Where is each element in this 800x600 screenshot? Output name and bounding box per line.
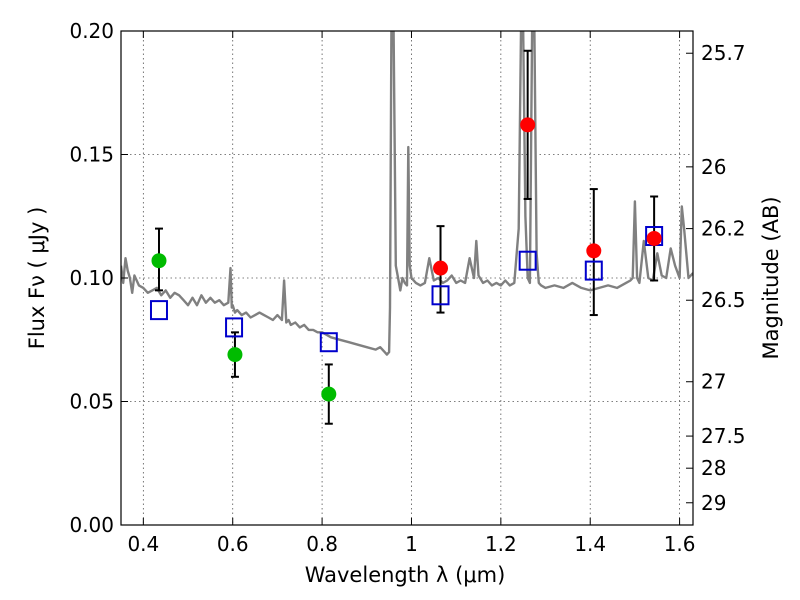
tick-labels: 0.4 0.6 0.8 1 1.2 1.4 1.6 0.00 0.05 0.10 0.15 0.20 2… (69, 19, 745, 556)
data-point (433, 260, 449, 276)
data-point (520, 117, 536, 133)
x-tick-label: 1.2 (485, 532, 517, 556)
y2-axis-title: Magnitude (AB) (759, 196, 783, 359)
x-tick-label: 0.8 (306, 532, 338, 556)
y-axis-title: Flux Fν ( μJy ) (25, 207, 49, 350)
model-square (149, 300, 168, 321)
model-square (584, 260, 603, 281)
x-tick-label: 1.4 (574, 532, 606, 556)
ticks (121, 30, 693, 526)
x-tick-label: 0.6 (217, 532, 249, 556)
right-axis-label: Magnitude (AB) (759, 196, 783, 359)
right-tick-label: 27 (701, 370, 726, 394)
y-tick-label: 0.10 (69, 266, 114, 290)
data-point (227, 347, 243, 363)
right-tick-label: 28 (701, 456, 726, 480)
x-tick-label: 1.6 (664, 532, 696, 556)
x-tick-label: 0.4 (127, 532, 159, 556)
model-square (319, 332, 338, 353)
data-point (646, 230, 662, 246)
model-square (225, 317, 244, 338)
y-tick-label: 0.05 (69, 390, 114, 414)
right-tick-label: 26 (701, 155, 726, 179)
data-point (151, 253, 167, 269)
right-tick-label: 26.5 (701, 288, 746, 312)
data-point (321, 386, 337, 402)
right-tick-label: 25.7 (701, 41, 746, 65)
right-tick-label: 27.5 (701, 424, 746, 448)
spectrum-line (121, 31, 693, 356)
y-tick-label: 0.20 (69, 19, 114, 43)
points-layer (149, 49, 664, 425)
spectrum-layer (121, 31, 693, 356)
x-axis-title: Wavelength λ (μm) (305, 563, 506, 587)
model-square (431, 285, 450, 306)
y-axis-label: Flux Fν ( μJy ) (25, 207, 49, 350)
y-tick-label: 0.00 (69, 513, 114, 537)
y-tick-label: 0.15 (69, 143, 114, 167)
right-tick-label: 26.2 (701, 217, 746, 241)
model-square (518, 250, 537, 271)
data-point (586, 243, 602, 259)
right-tick-label: 29 (701, 491, 726, 515)
x-tick-label: 1 (405, 532, 418, 556)
x-axis-label: Wavelength λ (μm) (305, 563, 506, 587)
